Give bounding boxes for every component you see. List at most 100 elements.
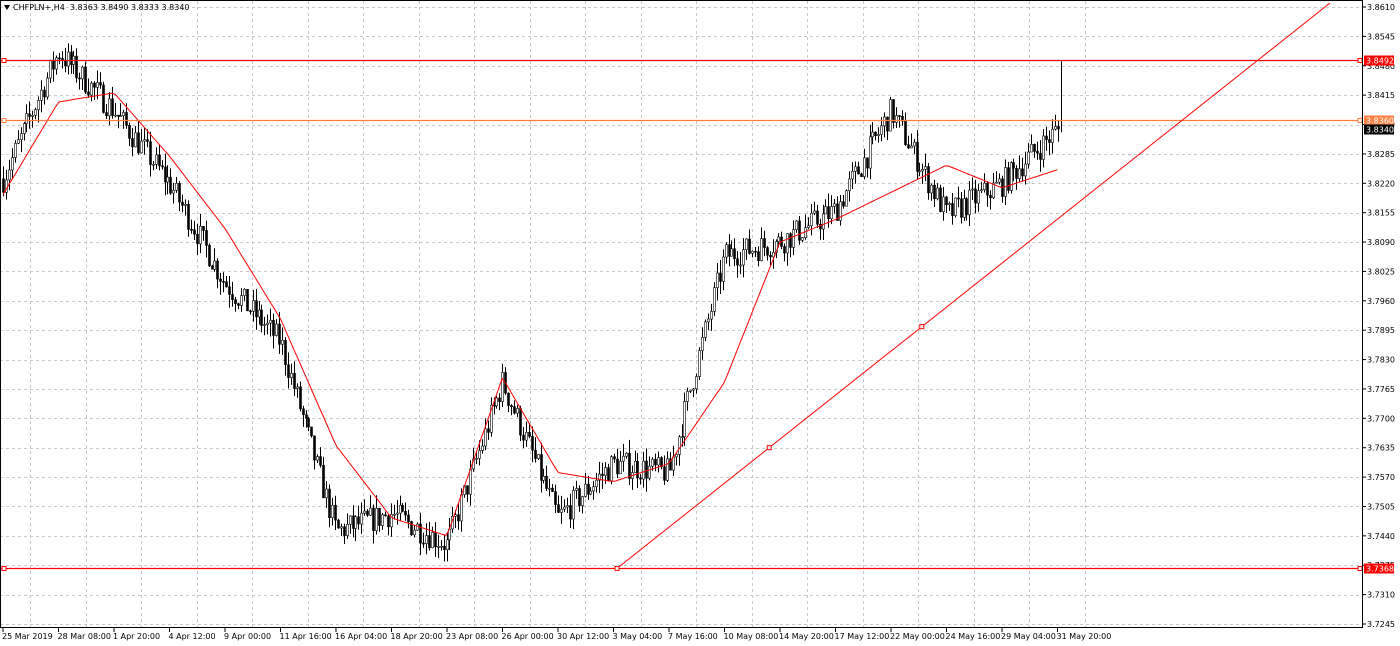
candle-up [140, 140, 143, 154]
candle-up [263, 324, 266, 326]
candle-up [20, 133, 23, 140]
candle-down [28, 113, 31, 117]
candle-up [325, 488, 328, 499]
candle-down [534, 449, 537, 459]
candle-down [299, 386, 302, 410]
candle-down [628, 452, 631, 479]
dropdown-triangle-icon[interactable] [4, 5, 10, 10]
level-handle-right[interactable] [1357, 566, 1363, 571]
candle-up [995, 181, 998, 184]
candle-down [510, 405, 513, 407]
candle-down [951, 203, 954, 216]
candle-down [892, 99, 895, 123]
level-handle-right[interactable] [1357, 118, 1363, 123]
level-price-tag [1364, 563, 1394, 574]
horizontal-levels[interactable] [0, 58, 1363, 571]
candle-down [757, 251, 760, 261]
candle-up [883, 116, 886, 127]
time-tick-label: 1 Apr 20:00 [113, 632, 160, 641]
candle-up [810, 212, 813, 227]
candle-down [149, 141, 152, 165]
candle-down [616, 458, 619, 475]
candle-up [730, 248, 733, 257]
candle-down [551, 487, 554, 492]
candle-up [1010, 162, 1013, 191]
candle-up [681, 436, 684, 438]
level-handle-left[interactable] [1, 58, 7, 63]
candle-up [722, 256, 725, 282]
candle-down [357, 516, 360, 525]
time-tick-label: 29 May 04:00 [1001, 632, 1056, 641]
time-tick-label: 11 Apr 16:00 [280, 632, 332, 641]
candle-up [1004, 167, 1007, 197]
candle-up [437, 546, 440, 548]
time-tick-label: 25 Mar 2019 [2, 632, 53, 641]
candle-up [490, 404, 493, 433]
candle-down [307, 418, 310, 428]
candle-up [122, 112, 125, 117]
candle-down [1039, 152, 1042, 160]
candle-down [960, 198, 963, 218]
candle-up [481, 445, 484, 451]
candle-down [384, 514, 387, 517]
candle-down [146, 139, 149, 142]
trendline-segment[interactable] [616, 2, 1331, 569]
trendline[interactable] [614, 2, 1331, 571]
candle-down [836, 203, 839, 221]
candle-up [880, 125, 883, 135]
candle-up [49, 60, 52, 79]
trendline-handle[interactable] [766, 445, 772, 451]
level-price-label: 3.8360 [1366, 117, 1394, 126]
trendline-handle[interactable] [614, 565, 620, 571]
candle-up [942, 196, 945, 212]
candle-down [272, 319, 275, 336]
candle-up [252, 300, 255, 312]
candle-down [466, 485, 469, 495]
candle-up [563, 506, 566, 510]
candle-down [827, 206, 830, 220]
candle-up [625, 452, 628, 457]
candle-up [46, 77, 49, 98]
candle-down [278, 323, 281, 345]
candle-up [390, 514, 393, 528]
level-handle-left[interactable] [1, 566, 7, 571]
level-handle-left[interactable] [1, 118, 7, 123]
candle-down [117, 114, 120, 117]
trendline-handle[interactable] [919, 324, 925, 330]
candle-down [531, 436, 534, 451]
candle-up [877, 134, 880, 136]
candle-down [974, 188, 977, 204]
candle-up [31, 114, 34, 117]
candle-down [545, 475, 548, 489]
candle-up [910, 145, 913, 149]
level-handle-right[interactable] [1357, 58, 1363, 63]
price-tick-label: 3.7960 [1367, 297, 1395, 306]
candle-up [848, 178, 851, 192]
candle-up [592, 486, 595, 492]
candle-up [516, 408, 519, 414]
candle-down [654, 458, 657, 466]
candle-down [763, 238, 766, 248]
candle-down [719, 272, 722, 282]
level-price-tag [1364, 115, 1394, 126]
candle-up [983, 182, 986, 190]
price-tick-label: 3.7570 [1367, 473, 1395, 482]
candle-up [40, 89, 43, 101]
candle-down [52, 60, 55, 70]
candle-down [196, 233, 199, 245]
candle-down [457, 514, 460, 522]
candlesticks [2, 43, 1062, 562]
candle-up [589, 490, 592, 495]
candle-up [980, 189, 983, 192]
price-axis[interactable]: 3.86103.85453.84803.84153.83503.82853.82… [1362, 3, 1395, 629]
candle-down [407, 514, 410, 522]
candle-down [886, 116, 889, 132]
candle-up [948, 203, 951, 206]
symbol-header: CHFPLN+,H4 3.8363 3.8490 3.8333 3.8340 [4, 3, 190, 12]
candle-up [548, 487, 551, 490]
candle-down [663, 466, 666, 481]
time-axis[interactable]: 25 Mar 2019 28 Mar 08:00 1 Apr 20:00 4 Apr … [2, 628, 1111, 641]
candle-down [898, 115, 901, 117]
